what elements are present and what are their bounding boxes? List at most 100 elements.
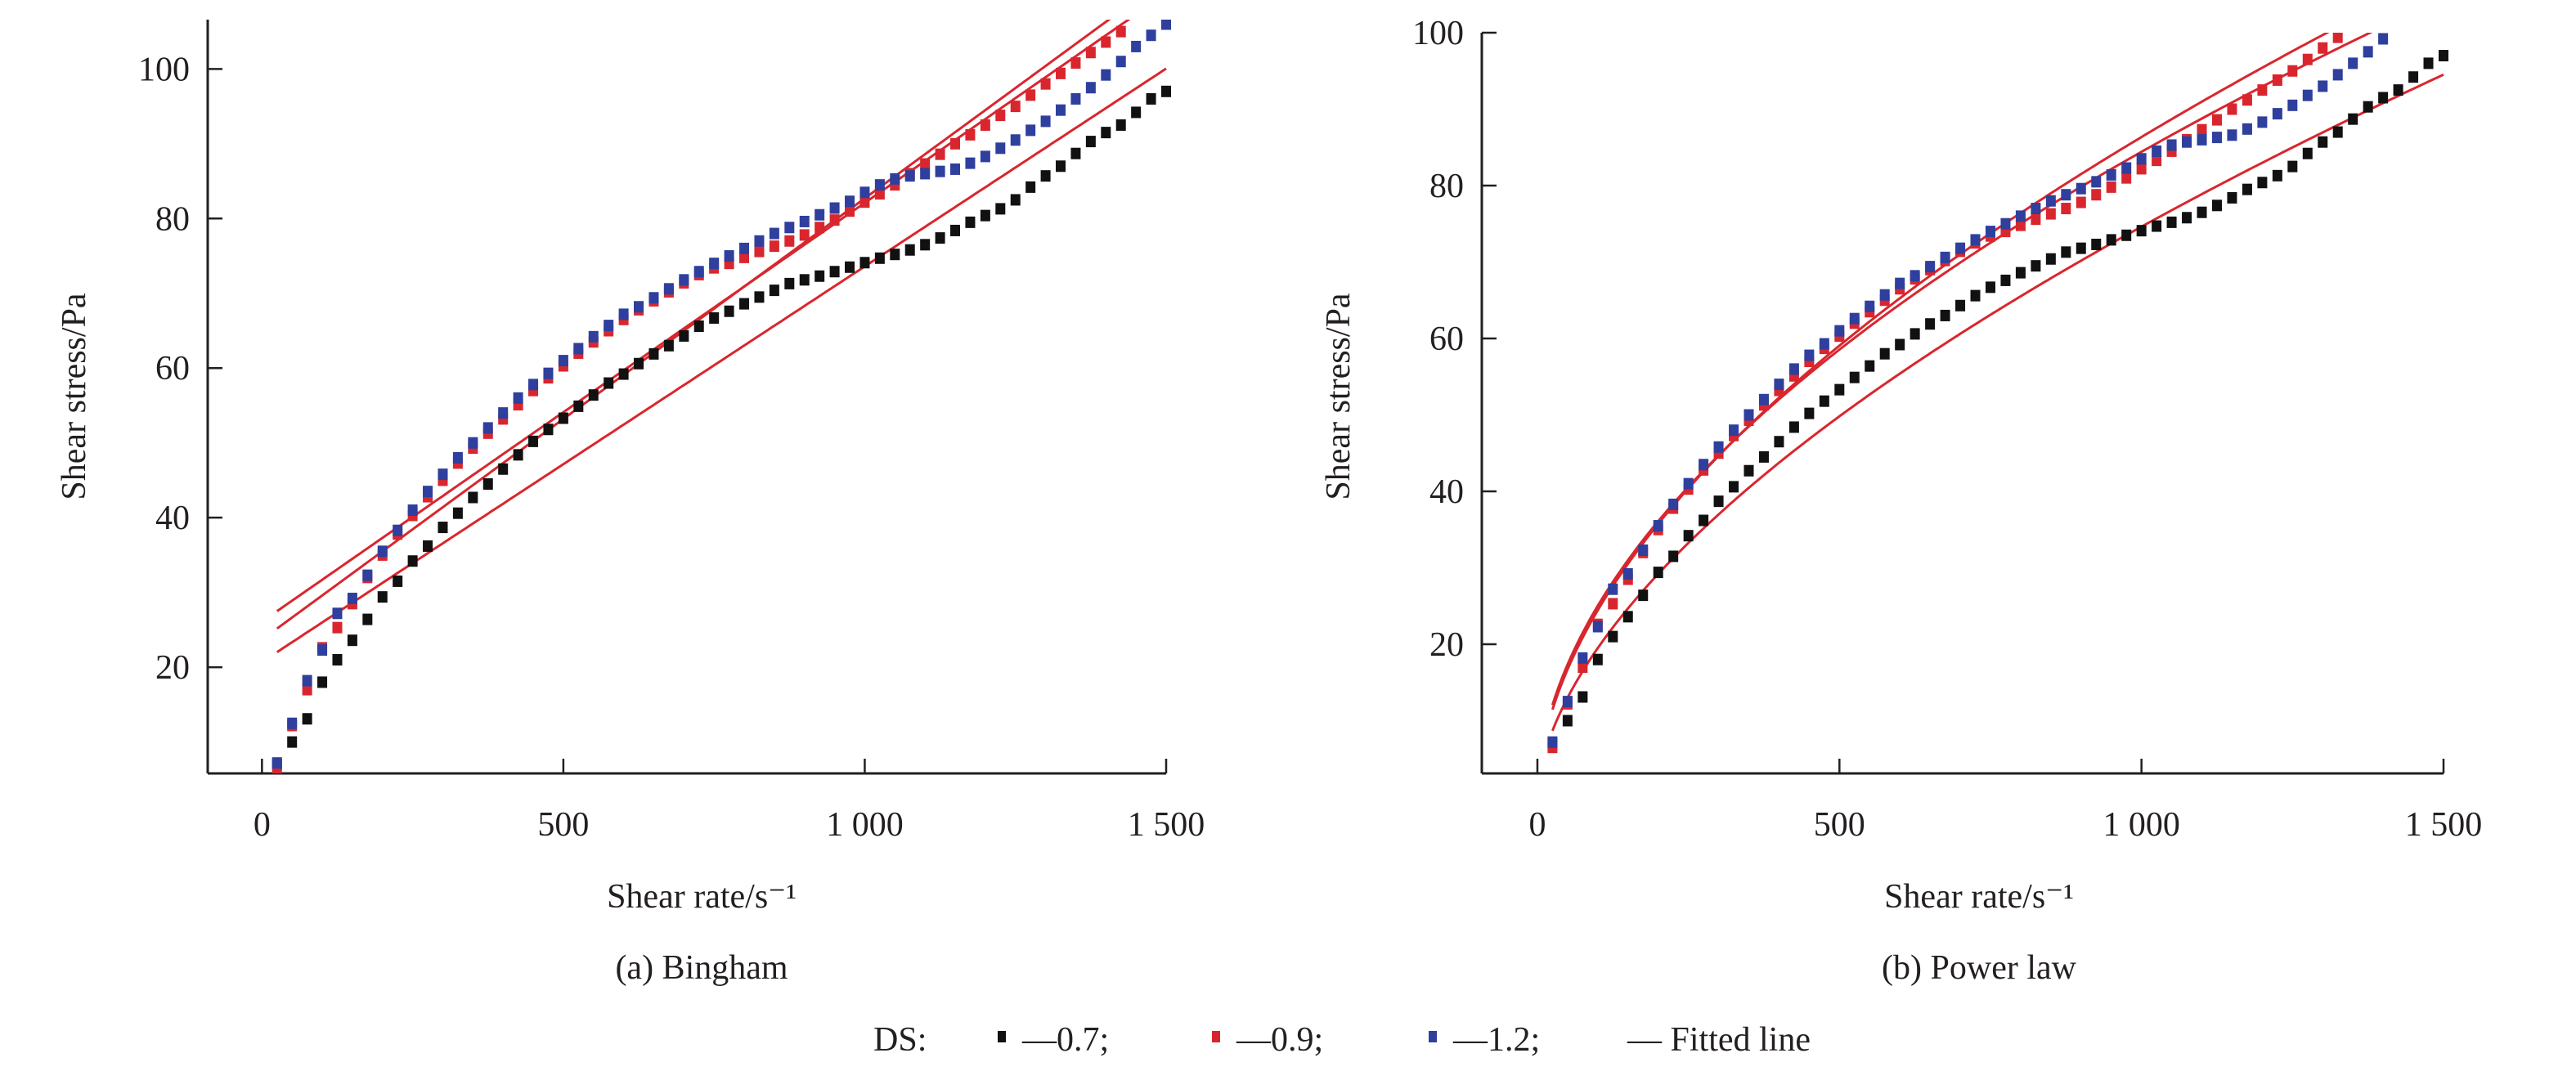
data-point xyxy=(2348,57,2358,69)
data-point xyxy=(980,150,990,163)
data-point xyxy=(784,235,795,247)
data-point xyxy=(302,674,312,687)
data-point xyxy=(2136,225,2147,237)
data-point xyxy=(935,165,945,177)
data-point xyxy=(935,232,945,244)
data-point xyxy=(498,463,509,475)
data-point xyxy=(995,110,1006,122)
data-point xyxy=(2227,129,2237,141)
panel-caption: (a) Bingham xyxy=(615,949,788,987)
data-point xyxy=(2182,212,2192,224)
data-point xyxy=(1729,481,1739,493)
data-point xyxy=(1758,393,1769,406)
data-point xyxy=(890,249,900,261)
data-point xyxy=(1010,134,1021,146)
data-point xyxy=(1940,251,1950,263)
data-point xyxy=(1070,147,1081,159)
data-point xyxy=(2061,189,2071,201)
data-point xyxy=(663,283,674,295)
data-point xyxy=(1985,281,1995,294)
x-tick-label: 500 xyxy=(537,806,589,844)
data-point xyxy=(332,607,343,620)
data-point xyxy=(1879,289,1890,301)
data-point xyxy=(920,158,931,170)
data-point xyxy=(1070,57,1081,69)
data-point xyxy=(739,251,750,263)
data-point xyxy=(1056,67,1066,79)
data-point xyxy=(829,202,840,214)
data-point xyxy=(2257,177,2268,189)
data-point xyxy=(754,235,765,247)
data-point xyxy=(2348,113,2358,125)
data-point xyxy=(769,240,779,253)
data-point xyxy=(498,407,509,419)
data-point xyxy=(1056,104,1066,116)
data-point xyxy=(423,540,433,552)
data-point xyxy=(1085,82,1096,94)
data-point xyxy=(935,148,945,160)
data-point xyxy=(965,216,976,228)
data-point xyxy=(815,222,825,234)
data-point xyxy=(2211,114,2222,126)
data-point xyxy=(317,676,328,688)
data-point xyxy=(2378,33,2389,45)
data-point xyxy=(1788,421,1799,433)
data-point xyxy=(2287,160,2298,173)
y-tick-label: 80 xyxy=(1429,168,1464,205)
data-point xyxy=(1729,424,1739,437)
legend-label-0.7: —0.7; xyxy=(1021,1021,1109,1059)
data-point xyxy=(287,736,298,748)
data-point xyxy=(829,266,840,278)
data-point xyxy=(604,377,614,389)
data-point xyxy=(1161,85,1171,97)
data-point xyxy=(920,239,931,251)
data-point xyxy=(558,355,568,367)
data-point xyxy=(2393,84,2403,96)
data-point xyxy=(1699,514,1709,527)
data-point xyxy=(2061,203,2071,215)
data-point xyxy=(362,613,373,625)
data-point xyxy=(2076,196,2086,208)
data-point xyxy=(859,186,870,199)
data-point xyxy=(1758,450,1769,463)
data-point xyxy=(2332,33,2343,43)
data-point xyxy=(754,245,765,258)
data-point xyxy=(2408,71,2419,83)
data-point xyxy=(1638,589,1649,602)
data-point xyxy=(2091,238,2102,250)
data-point xyxy=(2031,260,2041,272)
data-point xyxy=(2091,189,2102,201)
data-point xyxy=(302,683,312,696)
data-point xyxy=(1895,338,1905,351)
data-point xyxy=(1115,56,1126,68)
data-point xyxy=(1744,409,1754,421)
data-point xyxy=(1131,106,1142,119)
data-point xyxy=(1668,550,1679,562)
data-point xyxy=(1804,407,1815,419)
data-point xyxy=(2272,74,2282,86)
plot-area xyxy=(272,20,1171,773)
data-point xyxy=(815,208,825,221)
data-point xyxy=(1834,383,1845,396)
data-point xyxy=(1608,630,1618,643)
data-point xyxy=(2015,219,2026,231)
data-point xyxy=(1638,544,1649,556)
data-point xyxy=(2318,42,2328,54)
data-point xyxy=(2031,203,2041,215)
data-point xyxy=(2272,108,2282,120)
data-point xyxy=(1744,464,1754,477)
data-point xyxy=(874,252,885,264)
data-point xyxy=(438,522,448,534)
data-point xyxy=(693,320,704,333)
data-point xyxy=(920,168,931,180)
data-point xyxy=(1115,25,1126,38)
y-tick-label: 100 xyxy=(138,51,190,88)
data-point xyxy=(1910,270,1920,282)
data-point xyxy=(995,142,1006,155)
data-point xyxy=(2439,50,2448,62)
data-point xyxy=(1713,441,1724,453)
data-point xyxy=(1653,520,1663,532)
plot-area xyxy=(1547,33,2448,754)
